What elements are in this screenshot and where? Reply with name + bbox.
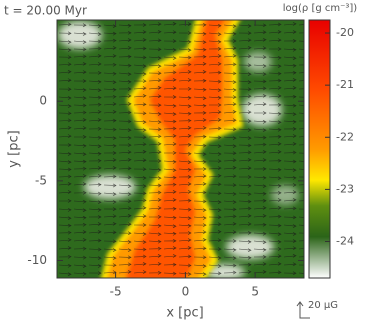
- y-tick-label: 0: [39, 94, 47, 108]
- field-vector-row: [58, 197, 304, 205]
- field-vector-row: [58, 213, 304, 221]
- scale-arrow: [296, 301, 310, 319]
- colorbar-tick-label: -22: [336, 130, 354, 143]
- field-vector-row: [58, 149, 304, 157]
- colorbar-tick-label: -21: [336, 78, 354, 91]
- field-vector-row: [58, 21, 304, 29]
- x-tick-label: 0: [182, 285, 190, 299]
- y-tick-label: -10: [27, 253, 47, 267]
- field-vector-row: [58, 69, 304, 77]
- y-axis-label: y [pc]: [7, 130, 22, 167]
- field-vector-row: [58, 29, 304, 37]
- field-vector-row: [58, 125, 304, 133]
- x-tick-label: 5: [251, 285, 259, 299]
- field-vector-row: [58, 45, 304, 53]
- field-vector-row: [58, 173, 304, 181]
- colorbar-tick-label: -20: [336, 26, 354, 39]
- x-axis-label: x [pc]: [166, 306, 203, 321]
- density-map: [57, 20, 304, 278]
- filament-core: [126, 20, 225, 278]
- colorbar-tick-label: -23: [336, 182, 354, 195]
- x-tick-label: -5: [110, 285, 122, 299]
- field-vector-row: [58, 181, 304, 189]
- low-density-patches: [58, 21, 299, 278]
- field-vector-row: [58, 61, 304, 69]
- y-tick-label: -5: [35, 173, 47, 187]
- field-vector-row: [58, 221, 304, 229]
- field-vector-row: [58, 245, 304, 253]
- title: t = 20.00 Myr: [4, 4, 87, 18]
- field-vectors: [58, 21, 304, 277]
- field-vector-row: [58, 205, 304, 213]
- field-vector-row: [58, 117, 304, 125]
- field-vector-row: [58, 37, 304, 45]
- field-vector-row: [58, 253, 304, 261]
- field-vector-row: [58, 141, 304, 149]
- colorbar-label: log(ρ [g cm⁻³]): [283, 3, 358, 14]
- scale-label: 20 μG: [308, 300, 338, 311]
- field-vector-row: [58, 165, 304, 173]
- plot-frame: [56, 19, 305, 279]
- field-vector-row: [58, 53, 304, 61]
- field-vector-row: [58, 133, 304, 141]
- field-vector-row: [58, 101, 304, 109]
- colorbar: [308, 19, 331, 279]
- field-vector-row: [58, 261, 304, 269]
- field-vector-row: [58, 229, 304, 237]
- field-vector-row: [58, 157, 304, 165]
- field-vector-row: [58, 237, 304, 245]
- field-vector-row: [58, 190, 304, 197]
- colorbar-tick-label: -24: [336, 235, 354, 248]
- field-vector-row: [58, 85, 304, 93]
- field-vector-row: [58, 109, 304, 117]
- field-vector-row: [58, 77, 304, 85]
- field-vector-row: [58, 93, 304, 101]
